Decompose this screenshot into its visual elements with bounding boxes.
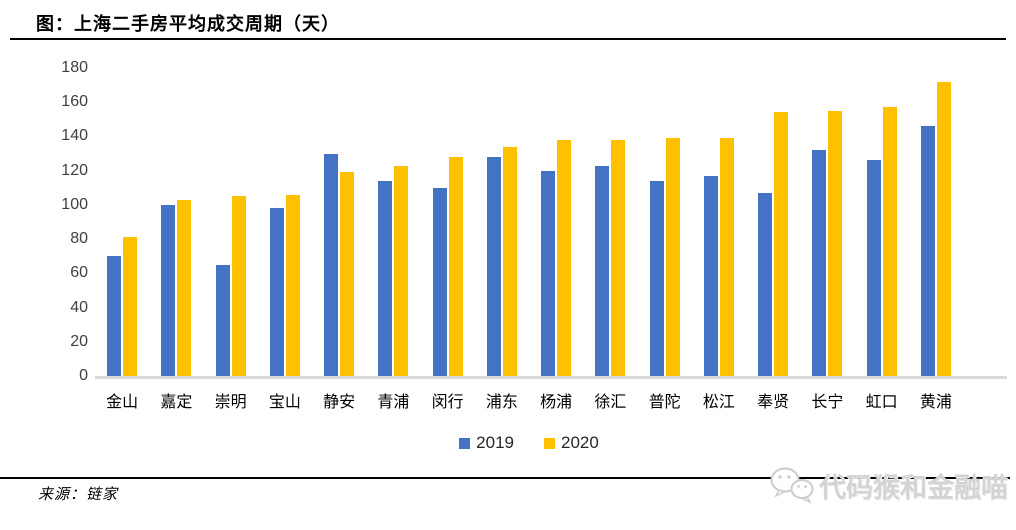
bar-2019 (486, 157, 501, 376)
bar-2019 (758, 193, 773, 376)
bar-2019 (541, 171, 556, 376)
bar-2020 (774, 112, 789, 376)
bar-group-4 (258, 68, 312, 376)
x-axis-label: 黄浦 (919, 394, 952, 411)
source-note: 来源：链家 (38, 487, 119, 503)
bar-2019 (432, 188, 447, 376)
bar-group-6 (366, 68, 420, 376)
bar-2019 (161, 205, 176, 376)
bar-2019 (595, 166, 610, 376)
y-tick-label: 100 (61, 195, 88, 213)
bar-2019 (703, 176, 718, 376)
y-tick-label: 20 (70, 332, 88, 350)
x-axis-label: 普陀 (648, 394, 681, 411)
x-axis-label: 闵行 (431, 394, 464, 411)
bar-2020 (665, 138, 680, 376)
bar-2020 (936, 82, 951, 376)
legend-item-2019: 2019 (459, 433, 514, 453)
x-axis-label: 浦东 (485, 394, 518, 411)
x-axis-label: 长宁 (811, 394, 844, 411)
x-axis-label: 奉贤 (757, 394, 790, 411)
watermark-text: 代码猴和金融喵 (819, 472, 1008, 503)
y-tick-label: 60 (70, 264, 88, 282)
legend-label: 2020 (561, 433, 599, 452)
y-tick-label: 180 (61, 59, 88, 76)
bar-2020 (123, 237, 138, 376)
legend-swatch (544, 437, 555, 449)
x-axis-label: 青浦 (377, 394, 410, 411)
bar-group-13 (746, 68, 800, 376)
bar-2020 (882, 107, 897, 376)
bar-2019 (866, 160, 881, 376)
x-axis-label: 松江 (702, 394, 735, 411)
bar-2019 (107, 256, 122, 376)
plot-area (95, 68, 963, 376)
bar-group-14 (800, 68, 854, 376)
x-axis-label: 金山 (106, 394, 139, 411)
bar-2019 (812, 150, 827, 376)
y-tick-label: 160 (61, 93, 88, 111)
bar-2019 (215, 265, 230, 376)
x-axis-label: 虹口 (865, 394, 898, 411)
y-tick-label: 40 (70, 298, 88, 316)
x-axis-label: 宝山 (268, 394, 301, 411)
bar-group-1 (95, 68, 149, 376)
legend-item-2020: 2020 (544, 433, 599, 453)
bar-group-15 (855, 68, 909, 376)
x-axis-labels: 金山 嘉定 崇明 宝山 静安 青浦 闵行 浦东 杨浦 徐汇 普陀 松江 奉贤 长宁 虹口 黄浦 (95, 388, 963, 412)
bar-group-10 (583, 68, 637, 376)
x-axis-label: 崇明 (214, 394, 247, 411)
bar-group-2 (149, 68, 203, 376)
x-axis-label: 徐汇 (594, 394, 627, 411)
bar-2020 (502, 147, 517, 376)
y-tick-label: 0 (79, 367, 88, 384)
bar-2019 (378, 181, 393, 376)
header-divider-line (10, 38, 1006, 40)
bar-2020 (611, 140, 626, 376)
legend: 2019 2020 (95, 433, 963, 453)
y-tick-label: 120 (61, 161, 88, 179)
x-axis-label: 嘉定 (160, 394, 193, 411)
legend-swatch (459, 437, 471, 449)
bar-2020 (394, 166, 409, 376)
bar-group-3 (204, 68, 258, 376)
bar-group-8 (475, 68, 529, 376)
bar-2020 (557, 140, 572, 376)
bar-2020 (231, 196, 246, 376)
y-axis: 0 20 40 60 80 100 120 140 160 180 (48, 60, 88, 384)
bar-group-16 (909, 68, 963, 376)
bar-group-9 (529, 68, 583, 376)
bar-2020 (828, 111, 843, 376)
bar-2020 (719, 138, 734, 376)
bar-group-5 (312, 68, 366, 376)
x-axis-baseline (95, 376, 1007, 379)
legend-label: 2019 (476, 433, 514, 452)
bar-2020 (285, 195, 300, 376)
bar-2020 (177, 200, 192, 376)
y-tick-label: 140 (61, 127, 88, 145)
bar-group-11 (638, 68, 692, 376)
bar-group-7 (421, 68, 475, 376)
y-tick-label: 80 (70, 230, 88, 248)
bar-2020 (340, 172, 355, 376)
bar-group-12 (692, 68, 746, 376)
chart-title: 图：上海二手房平均成交周期（天） (36, 14, 340, 34)
footer-divider-line (0, 477, 1010, 479)
x-axis-label: 杨浦 (540, 394, 573, 411)
bar-2019 (324, 154, 339, 376)
bar-2019 (920, 126, 935, 376)
bar-2020 (448, 157, 463, 376)
bar-2019 (649, 181, 664, 376)
bar-2019 (269, 208, 284, 376)
watermark: 代码猴和金融喵 (769, 464, 1008, 506)
wechat-icon (769, 465, 815, 505)
x-axis-label: 静安 (323, 394, 356, 411)
